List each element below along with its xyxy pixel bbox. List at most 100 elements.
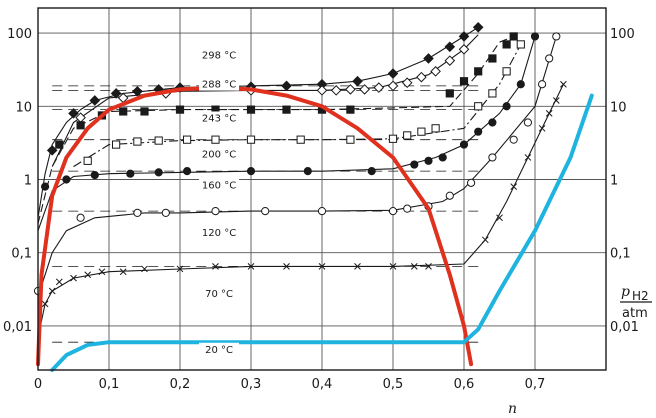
y-tick-label-left: 100 <box>7 27 32 42</box>
data-point <box>154 168 163 177</box>
data-point <box>68 108 79 119</box>
data-point <box>430 66 441 77</box>
data-point <box>474 127 483 136</box>
data-point <box>132 86 143 97</box>
data-point <box>367 167 376 176</box>
data-point <box>425 263 432 270</box>
data-point <box>431 124 440 133</box>
x-axis-label: n <box>508 401 517 417</box>
series-200C <box>52 40 525 168</box>
series-line <box>37 36 557 297</box>
data-point <box>140 107 149 116</box>
data-point <box>445 191 454 200</box>
data-point <box>359 84 370 95</box>
data-point <box>387 80 399 92</box>
y-tick-label-right: 0,01 <box>610 320 639 335</box>
data-point <box>119 268 127 276</box>
y-axis-unit: atm <box>622 306 648 321</box>
x-tick-label: 0,2 <box>170 377 191 392</box>
data-point <box>417 127 426 136</box>
x-tick-label: 0,7 <box>525 377 546 392</box>
data-point <box>345 84 356 95</box>
temperature-label: 70 °C <box>205 289 233 300</box>
data-point <box>509 135 518 144</box>
data-point <box>502 67 511 76</box>
data-point <box>346 105 355 114</box>
y-tick-label-left: 0,1 <box>11 247 32 262</box>
data-point <box>346 135 355 144</box>
y-tick-label-left: 1 <box>24 173 32 188</box>
data-point <box>133 208 142 217</box>
data-point <box>488 153 497 162</box>
data-point <box>524 154 532 161</box>
y-tick-label-right: 10 <box>610 100 627 115</box>
data-point <box>474 67 483 76</box>
data-point <box>388 134 398 143</box>
data-point <box>90 170 99 180</box>
x-tick-label: 0 <box>34 377 42 392</box>
data-point <box>552 32 561 41</box>
data-point <box>438 153 447 162</box>
temperature-label: 160 °C <box>202 181 236 192</box>
data-point <box>488 118 497 127</box>
data-point <box>212 263 219 270</box>
data-point <box>496 214 503 222</box>
data-point <box>538 80 547 89</box>
x-tick-label: 0,4 <box>312 377 333 392</box>
data-point <box>552 97 560 104</box>
data-point <box>46 145 58 156</box>
data-point <box>388 207 398 216</box>
data-point <box>423 53 434 64</box>
data-point <box>354 263 361 270</box>
series-70C <box>37 80 567 338</box>
data-point <box>161 208 170 217</box>
data-point <box>246 135 256 144</box>
data-point <box>84 271 92 279</box>
data-point <box>316 85 328 96</box>
data-point <box>352 75 363 87</box>
y-tick-label-right: 100 <box>610 27 635 42</box>
data-point <box>403 131 412 140</box>
data-point <box>296 135 305 144</box>
data-point <box>474 102 483 111</box>
data-point <box>175 105 185 114</box>
data-point <box>110 88 122 99</box>
data-point <box>176 265 184 273</box>
y-tick-label-left: 10 <box>15 100 32 115</box>
tick-labels: 0 0,1 0,2 0,3 0,4 0,5 0,6 0,7 0,01 0,01 0,1 0,1 1 1 10… <box>3 27 639 392</box>
series-line <box>37 26 479 218</box>
data-point <box>70 274 77 282</box>
data-point <box>510 183 518 190</box>
data-point <box>373 82 385 93</box>
plot-border <box>37 7 607 371</box>
data-point <box>401 77 413 88</box>
data-point <box>126 169 135 178</box>
data-point <box>112 140 121 149</box>
temperature-labels: 298 °C 288 °C 243 °C 200 °C 160 °C 120 °C 70 °… <box>199 48 240 356</box>
y-tick-label-left: 0,01 <box>3 320 32 335</box>
data-point <box>444 55 456 66</box>
temperature-label-bg <box>199 77 240 91</box>
grid-lines <box>38 8 606 370</box>
data-point <box>246 167 256 176</box>
data-point <box>119 107 128 116</box>
data-point <box>211 207 220 216</box>
data-point <box>141 265 148 273</box>
data-point <box>410 263 418 270</box>
x-tick-label: 0,6 <box>454 377 475 392</box>
data-point <box>488 89 497 98</box>
data-point <box>133 137 142 146</box>
temperature-label-bg <box>199 178 240 192</box>
data-point <box>467 178 476 187</box>
temperature-label-bg <box>199 48 240 62</box>
data-point <box>488 54 497 63</box>
data-point <box>48 287 56 295</box>
data-point <box>424 156 433 165</box>
data-point <box>317 207 327 216</box>
highlight-curve <box>50 93 594 372</box>
highlight-curve <box>36 85 474 367</box>
temperature-label: 288 °C <box>202 80 236 91</box>
highlight-curves <box>36 85 594 372</box>
data-point <box>445 89 454 98</box>
